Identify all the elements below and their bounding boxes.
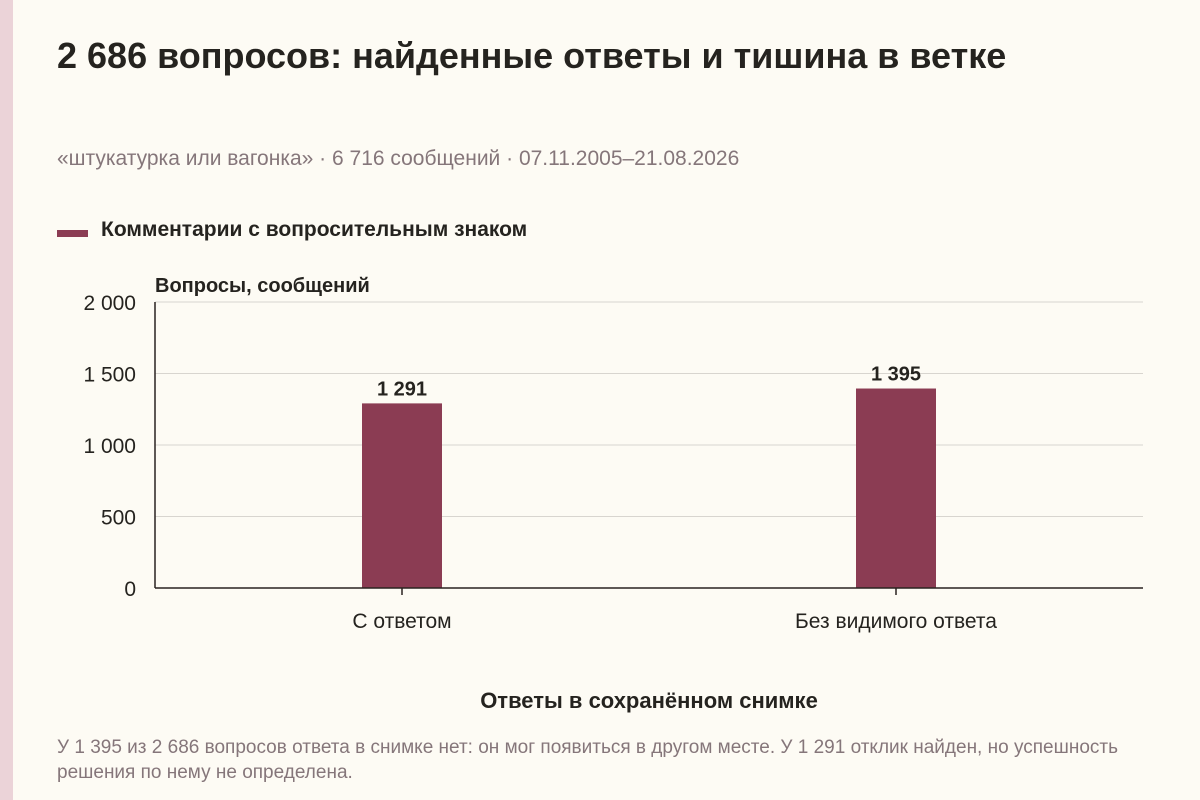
y-tick-label: 1 000 <box>83 435 136 458</box>
x-axis-label: Ответы в сохранённом снимке <box>480 688 818 713</box>
gridlines <box>155 301 1143 517</box>
x-tick-label: Без видимого ответа <box>795 610 997 633</box>
left-accent-stripe <box>0 0 13 800</box>
x-tick-labels: С ответом Без видимого ответа <box>352 588 997 633</box>
y-axis-label: Вопросы, сообщений <box>155 275 370 297</box>
y-tick-label: 1 500 <box>83 364 136 387</box>
x-tick-label: С ответом <box>352 610 451 633</box>
bar <box>856 388 936 588</box>
legend: Комментарии с вопросительным знаком <box>57 218 527 242</box>
y-tick-label: 0 <box>124 578 136 601</box>
y-tick-label: 500 <box>101 507 136 530</box>
axes <box>154 302 1143 589</box>
chart-title: 2 686 вопросов: найденные ответы и тишин… <box>57 35 1007 76</box>
y-tick-labels: 0 500 1 000 1 500 2 000 <box>83 292 136 601</box>
bars: 1 291 1 395 <box>362 364 936 588</box>
data-label: 1 395 <box>871 364 921 386</box>
data-label: 1 291 <box>377 378 427 400</box>
bar <box>362 403 442 588</box>
legend-label: Комментарии с вопросительным знаком <box>101 218 528 241</box>
legend-swatch <box>57 229 88 237</box>
chart-subtitle: «штукатурка или вагонка» · 6 716 сообщен… <box>57 147 740 170</box>
y-tick-label: 2 000 <box>83 292 136 315</box>
chart-caption: У 1 395 из 2 686 вопросов ответа в снимк… <box>57 737 1119 783</box>
